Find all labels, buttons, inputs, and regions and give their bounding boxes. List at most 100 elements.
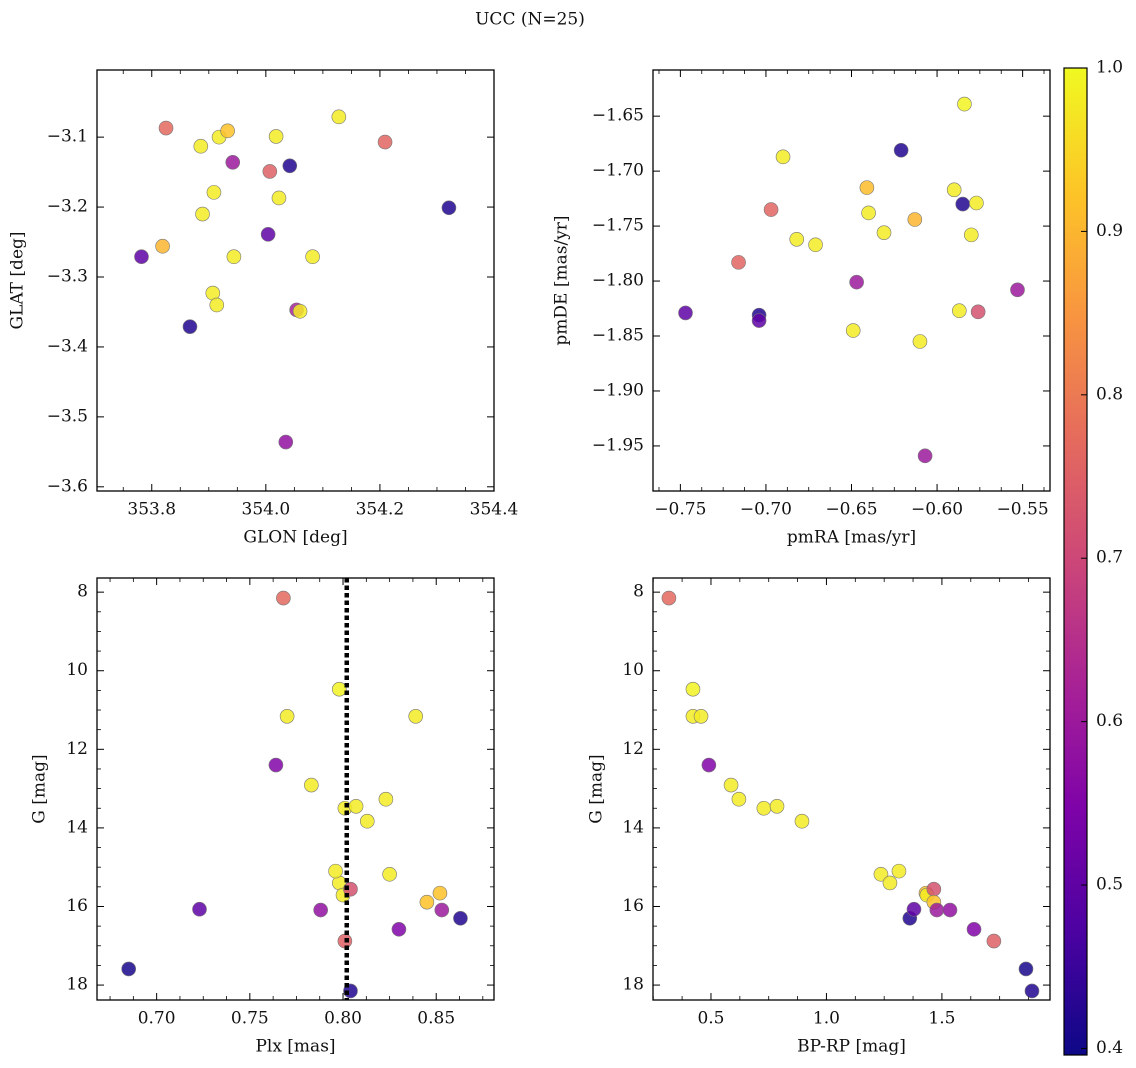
scatter-point <box>1018 961 1034 977</box>
y-tick-label: −3.1 <box>47 127 88 147</box>
y-tick-label: −1.90 <box>592 380 644 400</box>
scatter-point <box>206 185 222 200</box>
scatter-point <box>408 709 424 724</box>
colorbar-tick-label: 0.4 <box>1096 1038 1123 1058</box>
y-tick-label: 8 <box>77 582 88 602</box>
subplot: 0.70 0.75 0.80 0.85 8 10 12 14 16 18 Plx [mas] G [m… <box>30 577 495 1057</box>
scatter-point <box>434 902 450 918</box>
scatter-point <box>789 231 805 247</box>
scatter-point <box>986 933 1002 949</box>
scatter-point <box>226 249 242 265</box>
y-tick-label: −1.65 <box>592 106 644 126</box>
scatter-point <box>225 155 241 170</box>
scatter-point <box>268 757 284 773</box>
y-tick-label: −3.4 <box>47 336 88 356</box>
scatter-point <box>926 881 942 897</box>
x-tick-label: −0.65 <box>825 500 877 520</box>
scatter-point <box>192 901 207 917</box>
scatter-point <box>419 894 435 910</box>
scatter-point <box>271 190 287 206</box>
scatter-point <box>661 590 677 606</box>
scatter-point <box>957 96 972 112</box>
y-tick-label: −1.70 <box>592 161 644 181</box>
scatter-point <box>775 149 791 165</box>
x-axis-label: pmRA [mas/yr] <box>787 528 916 548</box>
scatter-point <box>441 200 457 216</box>
scatter-point <box>134 249 149 265</box>
x-tick-label: 354.2 <box>356 500 405 520</box>
scatter-point <box>359 813 375 829</box>
y-tick-label: 18 <box>622 975 644 995</box>
scatter-point <box>276 590 291 606</box>
y-tick-label: 10 <box>66 660 88 680</box>
scatter-point <box>693 709 709 724</box>
scatter-point <box>220 123 235 139</box>
scatter-point <box>756 800 772 816</box>
scatter-point <box>963 227 979 243</box>
plot-frame <box>96 577 495 1001</box>
y-tick-label: 14 <box>66 817 88 837</box>
scatter-point <box>723 777 739 793</box>
colorbar-tick-label: 0.5 <box>1096 875 1123 895</box>
scatter-point <box>1024 983 1040 999</box>
subplot: 0.5 1.0 1.5 8 10 12 14 16 18 BP-RP [mag] G [mag] <box>587 577 1051 1057</box>
scatter-point <box>121 961 136 977</box>
plot-frame <box>96 69 495 492</box>
colorbar-tick-label: 0.9 <box>1096 221 1123 241</box>
x-tick-label: 0.75 <box>231 1009 269 1029</box>
scatter-point <box>794 813 810 829</box>
y-tick-label: 12 <box>66 739 88 759</box>
y-tick-label: −1.75 <box>592 216 644 236</box>
scatter-point <box>678 305 693 321</box>
x-tick-label: 1.0 <box>813 1009 840 1029</box>
y-axis-label: G [mag] <box>30 754 50 823</box>
scatter-point <box>304 777 319 793</box>
scatter-point <box>969 195 984 211</box>
y-tick-label: −1.85 <box>592 326 644 346</box>
scatter-point <box>262 164 278 179</box>
scatter-point <box>942 902 958 918</box>
scatter-point <box>946 182 962 198</box>
scatter-point <box>873 866 889 882</box>
subplot: −0.75 −0.70 −0.65 −0.60 −0.55 −1.65 −1.70 −1.75… <box>552 69 1051 548</box>
scatter-point <box>808 237 823 253</box>
scatter-point <box>195 206 210 222</box>
figure-title: UCC (N=25) <box>475 10 585 30</box>
scatter-point <box>685 681 701 697</box>
y-tick-label: 18 <box>66 975 88 995</box>
scatter-point <box>731 791 747 807</box>
scatter-point <box>882 875 898 891</box>
scatter-point <box>209 297 225 313</box>
scatter-point <box>328 863 343 879</box>
scatter-point <box>332 681 347 697</box>
scatter-point <box>929 902 945 918</box>
scatter-point <box>859 180 875 195</box>
x-tick-label: 0.80 <box>324 1009 362 1029</box>
y-tick-label: 8 <box>633 582 644 602</box>
scatter-point <box>701 757 717 773</box>
y-tick-label: −1.95 <box>592 435 644 455</box>
scatter-point <box>453 910 468 926</box>
scatter-point <box>1010 282 1025 298</box>
scatter-point <box>268 129 284 144</box>
scatter-point <box>279 709 295 724</box>
colorbar-tick-label: 0.7 <box>1096 548 1123 568</box>
x-tick-label: −0.55 <box>997 500 1049 520</box>
scatter-point <box>155 238 170 254</box>
scatter-point <box>282 158 298 174</box>
y-tick-label: −1.80 <box>592 271 644 291</box>
scatter-point <box>966 921 982 937</box>
y-axis-label: pmDE [mas/yr] <box>552 215 572 345</box>
x-tick-label: 0.85 <box>417 1009 455 1029</box>
x-tick-label: −0.75 <box>654 500 706 520</box>
y-tick-label: −3.5 <box>47 406 88 426</box>
scatter-point <box>861 205 876 221</box>
colorbar-tick-label: 0.8 <box>1096 384 1123 404</box>
scatter-point <box>952 303 967 319</box>
y-tick-label: −3.6 <box>47 476 88 496</box>
scatter-point <box>769 798 785 814</box>
scatter-point <box>849 274 864 290</box>
x-tick-label: 353.8 <box>127 500 176 520</box>
scatter-point <box>906 901 922 917</box>
